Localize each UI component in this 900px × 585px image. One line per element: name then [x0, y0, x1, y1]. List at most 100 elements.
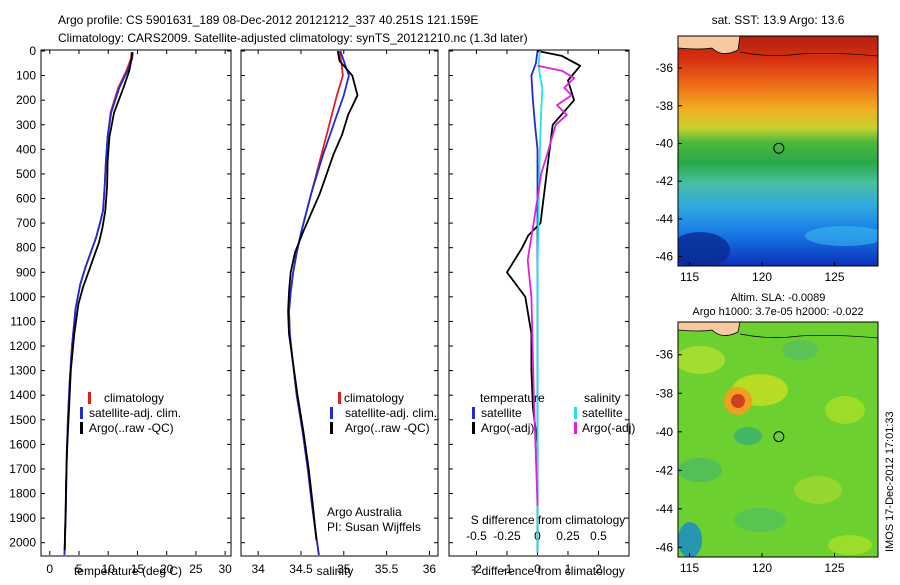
map-y-tick-label: -38 — [656, 386, 674, 400]
x-tick-label: 36 — [423, 562, 437, 576]
legend-swatch-s-argo — [574, 422, 577, 434]
sla-map — [678, 322, 878, 557]
sst-land — [678, 36, 741, 54]
series-line — [526, 64, 575, 506]
x-tick-label: 34.5 — [289, 562, 313, 576]
depth-tick-label: 1300 — [9, 364, 36, 378]
header-line-2: Climatology: CARS2009. Satellite-adjuste… — [58, 31, 528, 45]
map-y-tick-label: -38 — [656, 99, 674, 113]
x2-tick-label: -0.25 — [493, 529, 521, 543]
header-line-1: Argo profile: CS 5901631_189 08-Dec-2012… — [58, 13, 478, 27]
map-x-tick-label: 115 — [680, 270, 699, 284]
sla-patch — [678, 346, 725, 374]
temperature-legend: climatology satellite-adj. clim. Argo(..… — [80, 391, 181, 435]
sla-argo-marker — [773, 431, 785, 443]
sla-land — [678, 322, 741, 336]
sla-patch — [828, 535, 872, 555]
salinity-difference-x-ticks: -0.5 -0.25 0 0.25 0.5 — [466, 529, 607, 543]
difference-series — [506, 50, 582, 553]
x2-tick-label: 0.25 — [556, 529, 580, 543]
depth-tick-label: 1800 — [9, 487, 36, 501]
depth-tick-label: 600 — [16, 192, 36, 206]
annotation-line-1: Argo Australia — [327, 505, 402, 519]
legend-swatch-climatology — [338, 392, 341, 404]
s-difference-x-label: S difference from climatology — [471, 513, 626, 527]
map-y-tick-label: -44 — [656, 212, 674, 226]
x2-tick-label: 0.5 — [590, 529, 607, 543]
salinity-plot-frame — [240, 49, 439, 557]
sla-high-anomaly-core — [731, 394, 745, 408]
legend-argo: Argo(..raw -QC) — [345, 421, 430, 435]
x-tick-label: 34 — [251, 562, 265, 576]
map-x-tick-label: 125 — [825, 270, 845, 284]
sla-low-anomaly — [734, 427, 762, 445]
depth-tick-label: 1500 — [9, 413, 36, 427]
map-y-tick-label: -36 — [656, 348, 674, 362]
x-tick-label: 35 — [337, 562, 351, 576]
map-y-tick-label: -40 — [656, 425, 674, 439]
sla-low-anomaly — [678, 522, 702, 557]
sla-map-title: Altim. SLA: -0.0089 — [731, 292, 826, 304]
map-x-tick-label: 115 — [680, 561, 699, 575]
difference-legend: temperature salinity satellite Argo(-adj… — [472, 391, 635, 435]
sla-patch — [825, 396, 865, 424]
depth-tick-label: 1600 — [9, 437, 36, 451]
x-tick-label: 20 — [160, 562, 174, 576]
x-tick-label: 5 — [76, 562, 83, 576]
map-x-tick-label: 120 — [752, 270, 772, 284]
legend-climatology: climatology — [344, 391, 404, 405]
series-line — [63, 52, 134, 551]
sst-cold-patch — [678, 232, 730, 266]
depth-tick-label: 1900 — [9, 511, 36, 525]
legend-temperature-title: temperature — [480, 391, 545, 405]
depth-tick-label: 200 — [16, 93, 36, 107]
x-tick-label: 35.5 — [375, 562, 399, 576]
sla-patch — [734, 508, 786, 532]
x-tick-label: 2 — [595, 562, 602, 576]
sst-axis-ticks: 115 120 125 -36 -38 -40 -42 -44 -46 — [656, 61, 845, 284]
legend-swatch-t-satellite — [472, 407, 475, 419]
map-x-tick-label: 125 — [825, 561, 845, 575]
difference-x-ticks: -2 -1 0 1 2 — [471, 50, 602, 576]
x-tick-label: 15 — [131, 562, 145, 576]
depth-tick-label: 1400 — [9, 388, 36, 402]
x-tick-label: 0 — [46, 562, 53, 576]
depth-tick-label: 1700 — [9, 462, 36, 476]
legend-swatch-climatology — [88, 392, 91, 404]
x-tick-label: 0 — [534, 562, 541, 576]
temperature-x-label: temperature (deg C) — [74, 564, 182, 578]
legend-t-argo: Argo(-adj) — [481, 421, 534, 435]
series-line — [287, 50, 359, 541]
map-y-tick-label: -46 — [656, 540, 674, 554]
sst-map-frame — [677, 35, 879, 267]
depth-tick-label: 100 — [16, 69, 36, 83]
legend-swatch-satellite — [80, 407, 83, 419]
legend-swatch-t-argo — [472, 422, 475, 434]
temperature-series — [63, 52, 134, 556]
map-y-tick-label: -36 — [656, 61, 674, 75]
depth-tick-label: 2000 — [9, 536, 36, 550]
depth-tick-label: 400 — [16, 142, 36, 156]
sla-patch — [782, 340, 818, 360]
legend-climatology: climatology — [104, 391, 164, 405]
x-tick-label: 10 — [102, 562, 116, 576]
difference-plot-frame — [448, 49, 630, 557]
map-y-tick-label: -44 — [656, 502, 674, 516]
x-tick-label: 30 — [218, 562, 232, 576]
depth-tick-label: 900 — [16, 265, 36, 279]
legend-salinity-title: salinity — [584, 391, 621, 405]
sla-patch — [678, 458, 722, 482]
legend-swatch-argo — [330, 422, 333, 434]
temperature-plot-frame — [40, 49, 232, 557]
sla-contour — [739, 333, 878, 339]
x-tick-label: 1 — [565, 562, 572, 576]
sst-argo-marker — [773, 142, 785, 154]
sst-warm-patch — [805, 226, 878, 246]
series-line — [536, 50, 544, 553]
x-tick-label: -2 — [471, 562, 482, 576]
legend-swatch-s-satellite — [574, 407, 577, 419]
x2-tick-label: -0.5 — [466, 529, 487, 543]
sla-patch — [794, 476, 842, 504]
annotation-line-2: PI: Susan Wijffels — [327, 520, 421, 534]
